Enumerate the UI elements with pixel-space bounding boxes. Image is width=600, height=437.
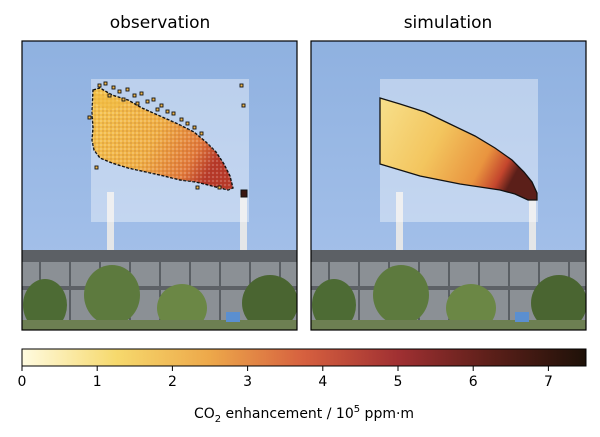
colorbar-tick-label: 5 [394, 374, 403, 390]
panel-observation: observation [21, 13, 298, 331]
colorbar-tick-label: 3 [243, 374, 252, 390]
colorbar: 0 1 2 3 4 5 6 7 CO2 enhancement / 105 ppm·m [18, 348, 587, 425]
colorbar-bar [21, 348, 587, 367]
panel-title-simulation: simulation [404, 13, 493, 33]
colorbar-label: CO2 enhancement / 105 ppm·m [194, 404, 414, 425]
background-photo-simulation [311, 41, 586, 330]
colorbar-tick-label: 2 [168, 374, 177, 390]
axes-frame-observation [21, 40, 298, 331]
plume-simulation [379, 97, 538, 201]
background-photo-observation [22, 41, 297, 330]
plume-observation [87, 81, 248, 198]
colorbar-tick-label: 6 [469, 374, 478, 390]
colorbar-tick-label: 0 [18, 374, 27, 390]
axes-frame-simulation [310, 40, 587, 331]
colorbar-ticks: 0 1 2 3 4 5 6 7 [18, 366, 553, 390]
colorbar-tick-label: 7 [544, 374, 553, 390]
panel-title-observation: observation [110, 13, 211, 33]
colorbar-tick-label: 1 [93, 374, 102, 390]
panel-simulation: simulation [310, 13, 587, 331]
colorbar-tick-label: 4 [318, 374, 327, 390]
